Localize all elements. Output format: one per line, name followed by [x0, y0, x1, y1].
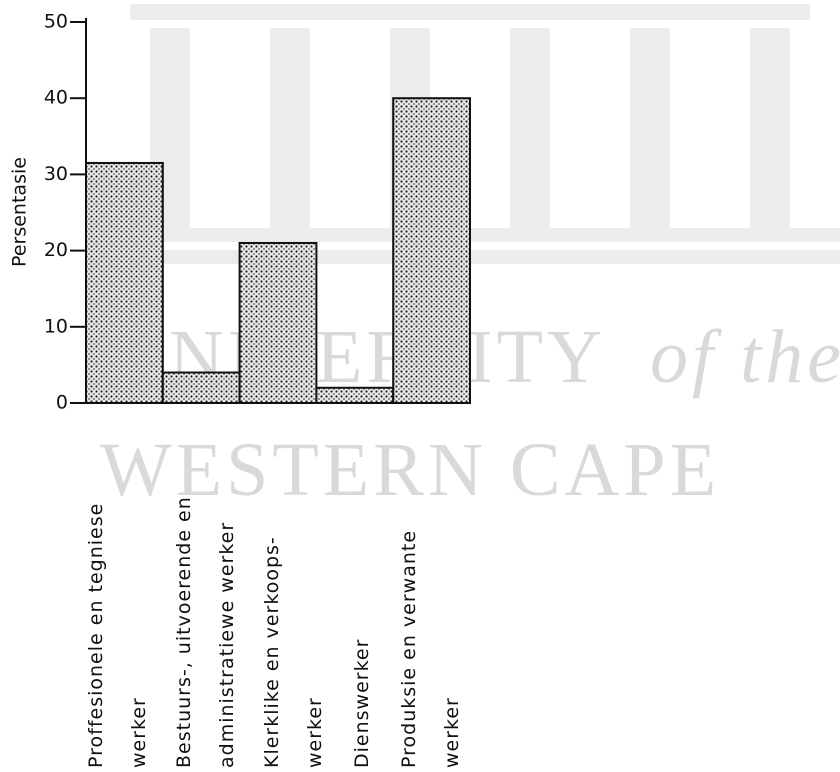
x-tick-label-line: Dienswerker: [351, 639, 373, 768]
bar: [238, 241, 318, 404]
x-tick-label-line: administratiewe werker: [216, 522, 238, 768]
y-tick-label: 10: [44, 315, 68, 337]
bar: [85, 161, 164, 404]
y-tick-label: 50: [44, 11, 68, 33]
y-tick-label: 20: [44, 239, 68, 261]
x-tick-label-line: Bestuurs-, uitvoerende en: [173, 496, 195, 768]
x-tick-label: Klerklike en verkoops-werker: [261, 536, 326, 768]
bar: [315, 386, 395, 405]
y-tick-label: 40: [44, 87, 68, 109]
watermark-text: of the: [650, 315, 840, 399]
y-axis-label: Persentasie: [9, 157, 31, 267]
x-tick-label: Proffesionele en tegniese werker: [85, 503, 150, 768]
x-tick-label-line: werker: [304, 697, 326, 768]
bar: [161, 371, 241, 404]
x-tick-label-line: Klerklike en verkoops-: [261, 536, 283, 768]
watermark-text: WESTERN CAPE: [100, 428, 720, 512]
x-tick-label: Dienswerker: [351, 639, 373, 768]
x-tick-label-line: Proffesionele en tegniese: [85, 503, 107, 768]
y-tick-label: 0: [56, 392, 68, 414]
x-tick-label: Produksie en verwante werker: [398, 530, 463, 768]
y-tick-label: 30: [44, 163, 68, 185]
x-tick-label-line: werker: [441, 697, 463, 768]
x-tick-label-line: werker: [128, 697, 150, 768]
x-tick-label-line: Produksie en verwante: [398, 530, 420, 768]
x-tick-label: Bestuurs-, uitvoerende en administratiewe…: [173, 496, 238, 768]
bar: [392, 97, 472, 404]
